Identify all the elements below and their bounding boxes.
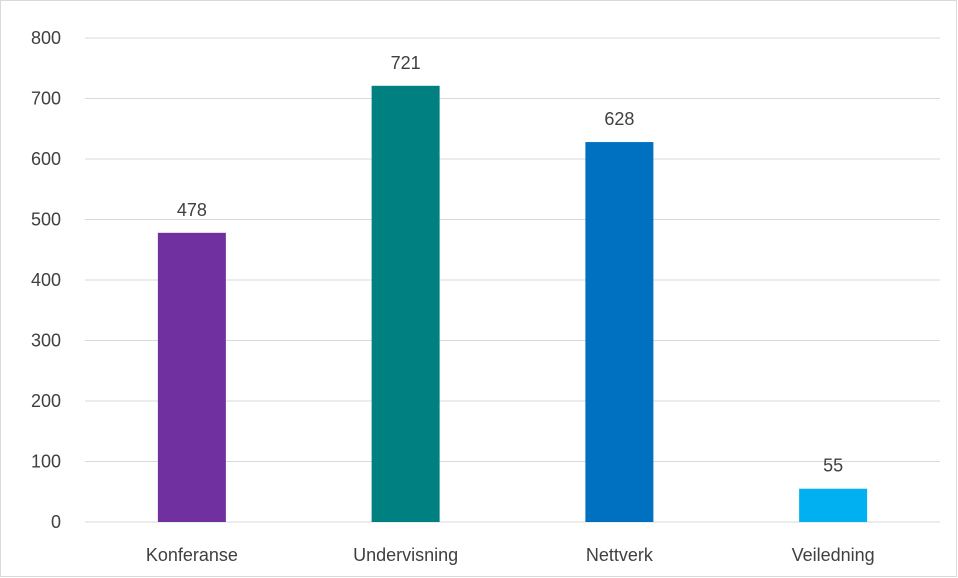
y-axis-tick-labels: 0 100 200 300 400 500 600 700 800 [31, 28, 61, 532]
x-tick-label: Undervisning [353, 545, 458, 565]
gridlines [85, 37, 940, 523]
bars [157, 85, 868, 523]
x-tick-label: Veiledning [792, 545, 875, 565]
bar-nettverk [585, 142, 654, 522]
y-tick-label: 700 [31, 89, 61, 109]
data-label: 628 [604, 109, 634, 129]
y-tick-label: 800 [31, 28, 61, 48]
y-tick-label: 600 [31, 149, 61, 169]
y-tick-label: 100 [31, 452, 61, 472]
y-tick-label: 0 [51, 512, 61, 532]
data-label: 721 [391, 53, 421, 73]
x-axis-tick-labels: Konferanse Undervisning Nettverk Veiledning [146, 545, 875, 565]
data-label: 55 [823, 456, 843, 476]
data-labels: 478 721 628 55 [177, 53, 843, 476]
y-tick-label: 200 [31, 391, 61, 411]
y-tick-label: 300 [31, 331, 61, 351]
bar-undervisning [371, 85, 440, 523]
y-tick-label: 500 [31, 210, 61, 230]
bar-konferanse [157, 232, 226, 522]
x-tick-label: Konferanse [146, 545, 238, 565]
x-tick-label: Nettverk [586, 545, 654, 565]
y-tick-label: 400 [31, 270, 61, 290]
data-label: 478 [177, 200, 207, 220]
bar-veiledning [799, 488, 868, 522]
